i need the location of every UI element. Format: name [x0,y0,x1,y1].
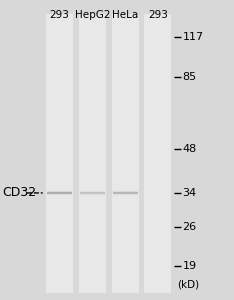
Text: CD32: CD32 [2,186,37,200]
Text: 48: 48 [183,144,197,154]
Bar [43,14,173,292]
Text: HepG2: HepG2 [75,11,110,20]
Bar [112,14,139,292]
Text: 117: 117 [183,32,204,42]
Text: 85: 85 [183,72,197,82]
Bar [46,14,73,292]
Text: 293: 293 [148,11,168,20]
Text: 26: 26 [183,222,197,232]
Bar [145,14,171,292]
Text: 293: 293 [50,11,69,20]
Bar [79,14,106,292]
Text: 34: 34 [183,188,197,198]
Text: (kD): (kD) [177,280,199,290]
Text: HeLa: HeLa [112,11,138,20]
Text: 19: 19 [183,261,197,272]
